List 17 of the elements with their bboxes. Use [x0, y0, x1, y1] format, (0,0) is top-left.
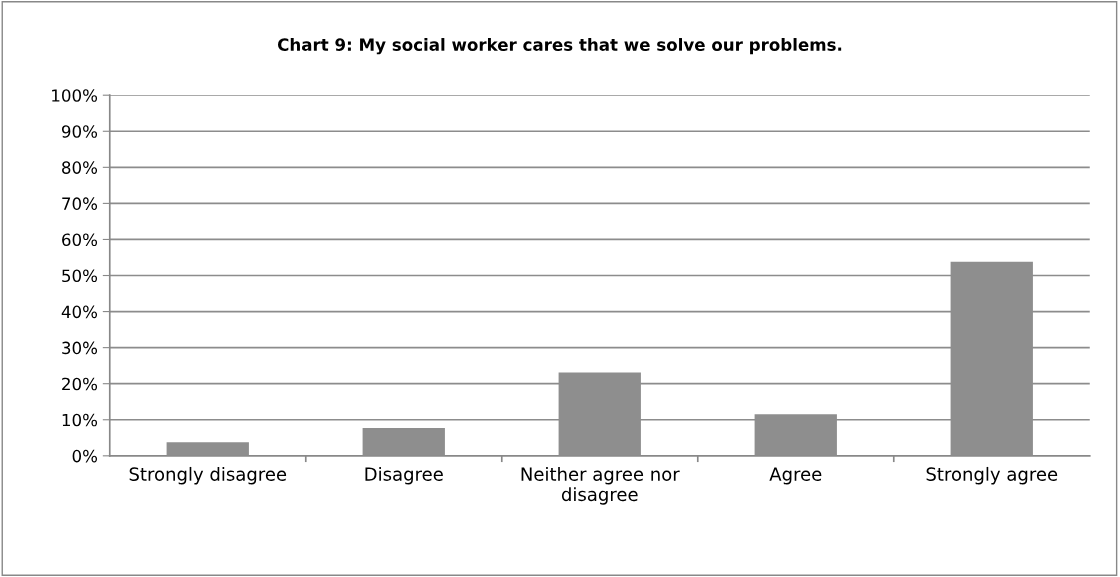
y-tick-label: 0%	[72, 449, 98, 463]
y-tick-label: 70%	[62, 197, 98, 210]
x-tick-label: Strongly disagree	[129, 466, 287, 485]
x-tick-label: Agree	[769, 467, 822, 485]
y-tick-label: 80%	[62, 161, 98, 174]
x-tick-label: Strongly agree	[926, 466, 1058, 485]
y-tick-label: 30%	[62, 341, 98, 355]
y-tick-label: 10%	[62, 413, 98, 427]
x-tick-label: Neither agree nor disagree	[521, 466, 680, 505]
y-tick-label: 50%	[62, 269, 98, 283]
y-tick-label: 90%	[61, 125, 98, 138]
x-tick-label: Disagree	[365, 466, 443, 485]
chart-title: Chart 9: My social worker cares that we solve our problems.	[277, 38, 842, 55]
y-tick-label: 100%	[52, 89, 98, 102]
y-tick-label: 60%	[62, 233, 98, 247]
y-tick-label: 20%	[62, 377, 98, 391]
y-tick-label: 40%	[61, 305, 98, 319]
